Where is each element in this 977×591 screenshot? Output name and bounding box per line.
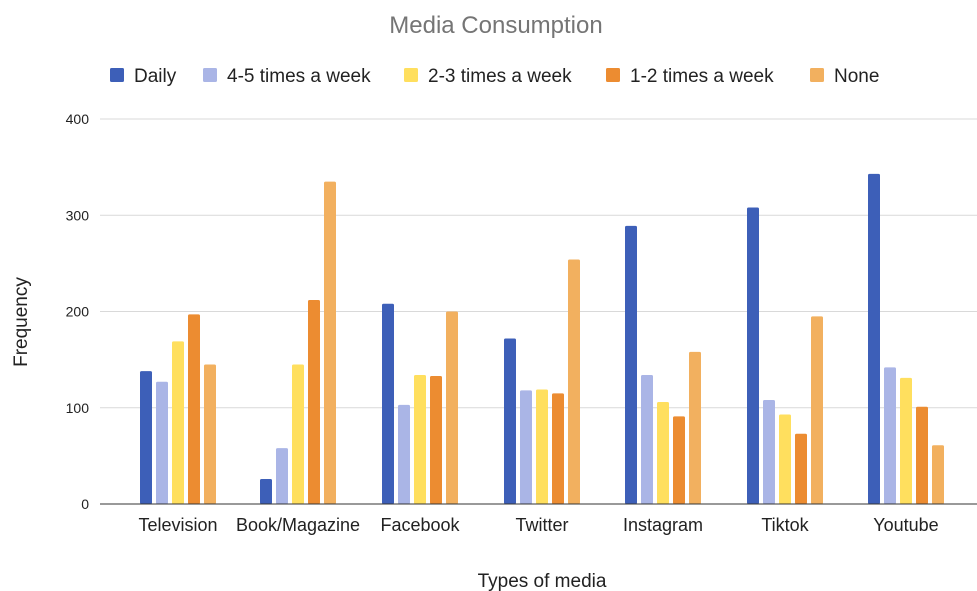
bar-book-magazine-series-5 bbox=[324, 181, 336, 504]
legend-swatch-3 bbox=[404, 68, 418, 82]
y-tick-label: 300 bbox=[66, 207, 90, 223]
bar-tiktok-series-5 bbox=[811, 316, 823, 504]
x-axis-categories: Television Book/Magazine Facebook Twitter In… bbox=[138, 515, 938, 535]
bar-instagram-series-5 bbox=[689, 351, 701, 504]
y-axis-ticks: 0 100 200 300 400 bbox=[66, 111, 90, 512]
bar-instagram-series-1 bbox=[625, 225, 637, 504]
bars-group bbox=[140, 173, 944, 505]
y-tick-label: 200 bbox=[66, 304, 90, 320]
bar-youtube-series-2 bbox=[884, 367, 896, 504]
bar-book-magazine-series-3 bbox=[292, 364, 304, 504]
bar-twitter-series-2 bbox=[520, 390, 532, 504]
bar-instagram-series-4 bbox=[673, 416, 685, 504]
x-axis-title: Types of media bbox=[478, 571, 607, 591]
legend-label-5: None bbox=[834, 66, 879, 87]
legend-label-3: 2-3 times a week bbox=[428, 66, 572, 87]
bar-television-series-2 bbox=[156, 381, 168, 504]
y-tick-label: 400 bbox=[66, 111, 90, 127]
bar-youtube-series-4 bbox=[916, 406, 928, 504]
bar-tiktok-series-1 bbox=[747, 207, 759, 505]
bar-book-magazine-series-2 bbox=[276, 448, 288, 504]
bar-instagram-series-2 bbox=[641, 375, 653, 504]
bar-twitter-series-3 bbox=[536, 389, 548, 504]
bar-television-series-3 bbox=[172, 341, 184, 504]
legend-label-2: 4-5 times a week bbox=[227, 66, 371, 87]
bar-book-magazine-series-4 bbox=[308, 299, 320, 504]
bar-facebook-series-2 bbox=[398, 404, 410, 504]
bar-facebook-series-5 bbox=[446, 311, 458, 504]
y-tick-label: 100 bbox=[66, 400, 90, 416]
bar-tiktok-series-4 bbox=[795, 433, 807, 504]
bar-youtube-series-1 bbox=[868, 173, 880, 505]
x-category-label: Youtube bbox=[873, 515, 938, 535]
bar-twitter-series-1 bbox=[504, 338, 516, 504]
bar-facebook-series-3 bbox=[414, 375, 426, 504]
bar-youtube-series-3 bbox=[900, 377, 912, 504]
bar-facebook-series-1 bbox=[382, 303, 394, 504]
gridlines bbox=[100, 118, 977, 409]
bar-youtube-series-5 bbox=[932, 445, 944, 504]
x-category-label: Book/Magazine bbox=[236, 515, 360, 535]
legend-swatch-5 bbox=[810, 68, 824, 82]
bar-twitter-series-4 bbox=[552, 393, 564, 504]
bar-facebook-series-4 bbox=[430, 375, 442, 504]
bar-television-series-1 bbox=[140, 371, 152, 504]
y-tick-label: 0 bbox=[81, 496, 89, 512]
bar-twitter-series-5 bbox=[568, 259, 580, 504]
bar-television-series-4 bbox=[188, 314, 200, 504]
bar-book-magazine-series-1 bbox=[260, 478, 272, 504]
x-category-label: Tiktok bbox=[761, 515, 809, 535]
bar-tiktok-series-3 bbox=[779, 414, 791, 504]
legend-label-4: 1-2 times a week bbox=[630, 66, 774, 87]
legend-swatch-1 bbox=[110, 68, 124, 82]
chart-title: Media Consumption bbox=[389, 12, 602, 39]
y-axis-title: Frequency bbox=[11, 277, 32, 367]
legend-swatch-2 bbox=[203, 68, 217, 82]
bar-tiktok-series-2 bbox=[763, 400, 775, 504]
x-category-label: Twitter bbox=[515, 515, 568, 535]
chart-legend: Daily 4-5 times a week 2-3 times a week 1-2… bbox=[110, 66, 879, 87]
legend-label-1: Daily bbox=[134, 66, 177, 87]
x-category-label: Television bbox=[138, 515, 217, 535]
x-category-label: Facebook bbox=[380, 515, 460, 535]
bar-television-series-5 bbox=[204, 364, 216, 504]
legend-swatch-4 bbox=[606, 68, 620, 82]
x-category-label: Instagram bbox=[623, 515, 703, 535]
bar-instagram-series-3 bbox=[657, 401, 669, 504]
